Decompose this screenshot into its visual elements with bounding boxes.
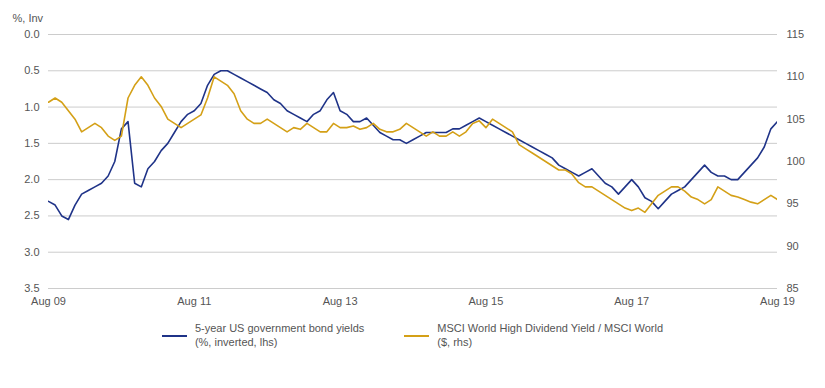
svg-text:Aug 09: Aug 09 <box>31 295 66 307</box>
svg-text:2.0: 2.0 <box>24 173 39 185</box>
svg-text:115: 115 <box>787 28 805 40</box>
svg-text:3.0: 3.0 <box>24 246 39 258</box>
svg-text:Aug 11: Aug 11 <box>177 295 211 307</box>
svg-text:Aug 13: Aug 13 <box>323 295 358 307</box>
svg-text:1.0: 1.0 <box>24 101 39 113</box>
svg-text:110: 110 <box>787 70 805 82</box>
svg-text:%, Inv: %, Inv <box>13 12 44 24</box>
svg-text:1.5: 1.5 <box>24 137 39 149</box>
svg-text:3.5: 3.5 <box>24 282 39 294</box>
svg-text:90: 90 <box>787 240 799 252</box>
svg-text:85: 85 <box>787 282 799 294</box>
svg-text:100: 100 <box>787 155 805 167</box>
svg-text:Aug 15: Aug 15 <box>468 295 503 307</box>
svg-text:95: 95 <box>787 197 799 209</box>
svg-text:Aug 19: Aug 19 <box>760 295 795 307</box>
svg-text:2.5: 2.5 <box>24 209 39 221</box>
svg-text:0.5: 0.5 <box>24 64 39 76</box>
svg-text:0.0: 0.0 <box>24 28 39 40</box>
svg-text:Aug 17: Aug 17 <box>614 295 649 307</box>
svg-text:105: 105 <box>787 113 805 125</box>
html-text:MSCI World High Dividend Yield: MSCI World High Dividend Yield / MSCI Wo… <box>437 322 664 348</box>
html-text:5-year US government bond yiel: 5-year US government bond yields (%, inv… <box>194 322 365 348</box>
